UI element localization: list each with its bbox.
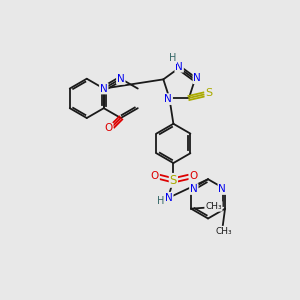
Text: N: N: [165, 193, 172, 203]
Text: H: H: [158, 196, 165, 206]
Text: N: N: [117, 74, 124, 84]
Text: H: H: [169, 53, 176, 63]
Text: CH₃: CH₃: [216, 226, 232, 236]
Text: N: N: [164, 94, 172, 104]
Text: N: N: [100, 84, 108, 94]
Text: S: S: [206, 88, 213, 98]
Text: S: S: [170, 174, 177, 187]
Text: O: O: [189, 171, 198, 181]
Text: O: O: [151, 171, 159, 181]
Text: O: O: [104, 123, 113, 134]
Text: N: N: [218, 184, 226, 194]
Text: N: N: [194, 73, 201, 83]
Text: N: N: [190, 184, 198, 194]
Text: N: N: [175, 62, 183, 72]
Text: CH₃: CH₃: [205, 202, 222, 211]
